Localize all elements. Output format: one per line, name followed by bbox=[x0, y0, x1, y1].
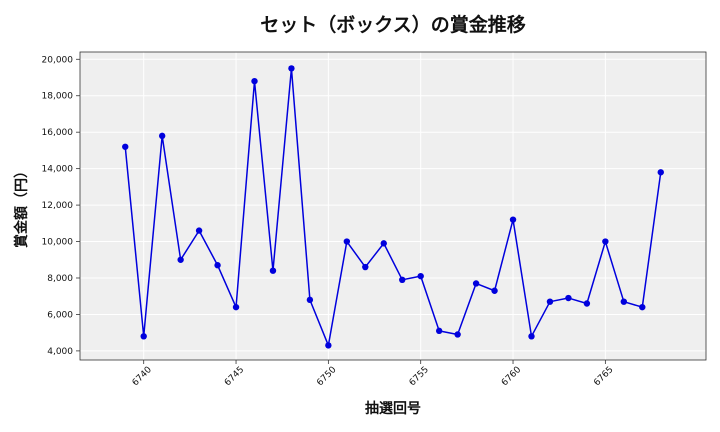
x-tick-label: 6740 bbox=[131, 365, 154, 388]
data-point bbox=[195, 227, 203, 234]
data-point bbox=[362, 263, 369, 271]
y-tick-label: 8,000 bbox=[47, 274, 73, 284]
x-tick-label: 6765 bbox=[592, 365, 615, 388]
data-point bbox=[657, 169, 664, 176]
chart-title: セット（ボックス）の賞金推移 bbox=[260, 13, 525, 36]
y-tick-label: 14,000 bbox=[42, 165, 74, 175]
plot-frame bbox=[79, 51, 707, 361]
x-axis-label: 抽選回号 bbox=[365, 400, 421, 417]
data-point bbox=[509, 216, 517, 223]
data-point bbox=[214, 262, 221, 269]
y-tick-label: 20,000 bbox=[42, 55, 74, 65]
data-point bbox=[602, 238, 609, 245]
data-point bbox=[583, 300, 591, 307]
y-axis: 4,000 6,000 8,000 10,000 12,000 14,000 16,000 1… bbox=[42, 55, 80, 357]
y-tick-label: 6,000 bbox=[47, 310, 73, 320]
y-tick-label: 16,000 bbox=[42, 128, 74, 138]
data-point bbox=[269, 267, 277, 274]
data-point bbox=[491, 287, 498, 294]
y-tick-label: 12,000 bbox=[42, 201, 74, 211]
data-point bbox=[639, 303, 646, 311]
data-point bbox=[288, 65, 295, 72]
data-point bbox=[472, 280, 480, 287]
y-tick-label: 10,000 bbox=[42, 238, 74, 248]
data-point bbox=[417, 272, 424, 280]
data-point bbox=[122, 143, 129, 150]
data-point bbox=[528, 333, 535, 340]
data-point bbox=[546, 298, 554, 305]
series-line bbox=[124, 67, 662, 347]
data-point bbox=[306, 296, 314, 304]
data-point bbox=[343, 238, 351, 245]
x-tick-label: 6755 bbox=[408, 365, 431, 388]
data-point bbox=[232, 303, 240, 311]
x-tick-label: 6750 bbox=[315, 365, 338, 388]
data-point bbox=[325, 342, 332, 349]
plot-area bbox=[80, 52, 706, 360]
data-point bbox=[251, 77, 258, 85]
data-point bbox=[380, 240, 387, 247]
y-tick-label: 4,000 bbox=[47, 347, 73, 357]
x-tick-label: 6760 bbox=[500, 365, 523, 388]
data-point bbox=[435, 327, 443, 335]
data-point bbox=[454, 331, 461, 338]
data-point bbox=[399, 276, 406, 284]
series-group bbox=[122, 65, 664, 349]
data-point bbox=[620, 298, 628, 305]
grid bbox=[80, 52, 706, 360]
data-point bbox=[565, 294, 572, 302]
data-point bbox=[140, 333, 147, 340]
data-point bbox=[177, 256, 184, 263]
y-tick-label: 18,000 bbox=[42, 92, 74, 102]
x-tick-label: 6745 bbox=[223, 365, 246, 388]
data-point bbox=[158, 132, 166, 140]
y-axis-label: 賞金額（円） bbox=[13, 164, 30, 248]
x-axis: 6740 6745 6750 6755 6760 6765 bbox=[131, 360, 616, 388]
